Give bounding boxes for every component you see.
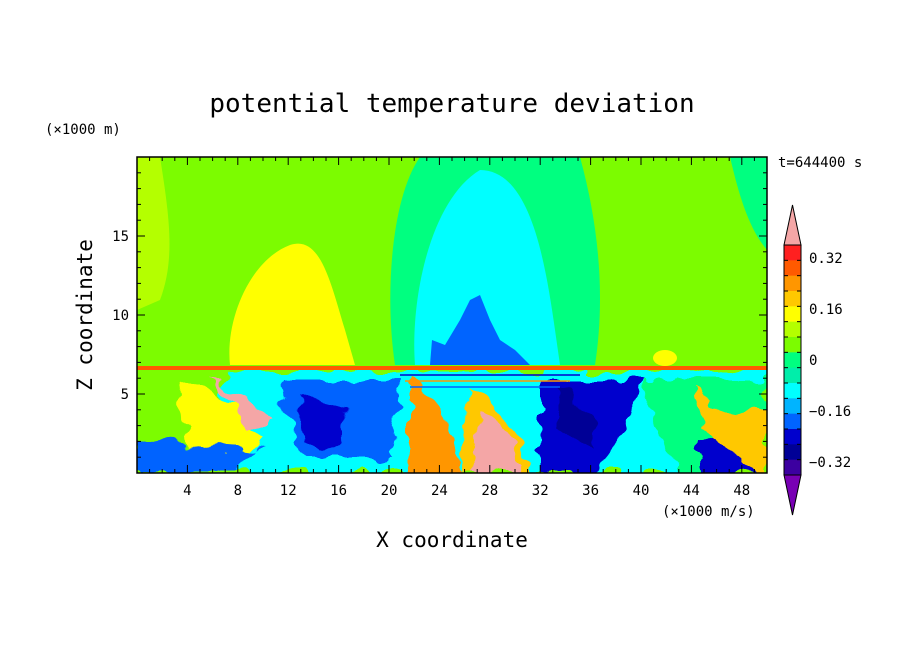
colorbar-swatch <box>784 413 801 430</box>
inversion-streaks <box>400 374 580 388</box>
warm-spot-right <box>653 350 677 366</box>
x-tick-label: 28 <box>481 483 498 499</box>
x-tick-label: 36 <box>582 483 599 499</box>
chart-title: potential temperature deviation <box>209 89 694 119</box>
x-tick-label: 20 <box>381 483 398 499</box>
colorbar-swatch <box>784 337 801 353</box>
colorbar-label: 0 <box>809 353 817 369</box>
colorbar-swatch <box>784 398 801 415</box>
colorbar-label: −0.16 <box>809 404 851 420</box>
y-axis-ticks: 5 10 15 <box>112 172 767 458</box>
lower-turbulent-layer <box>137 370 767 473</box>
time-label: t=644400 s <box>778 155 862 171</box>
x-tick-label: 4 <box>183 483 191 499</box>
colorbar-swatch <box>784 444 801 461</box>
x-unit-label: (×1000 m/s) <box>662 504 755 520</box>
warm-plume-left <box>229 243 355 365</box>
y-unit-label: (×1000 m) <box>45 122 121 138</box>
x-tick-label: 24 <box>431 483 448 499</box>
colorbar-swatch <box>784 367 801 384</box>
x-tick-label: 8 <box>234 483 242 499</box>
green-band-right <box>730 157 767 250</box>
x-tick-label: 48 <box>733 483 750 499</box>
colorbar-swatch <box>784 306 801 323</box>
colorbar-swatch <box>784 459 801 476</box>
colorbar-swatch <box>784 383 801 399</box>
y-tick-label: 10 <box>112 308 129 324</box>
x-axis-ticks: 4 8 12 16 20 24 28 32 36 40 44 48 <box>149 157 755 499</box>
colorbar: 0.32 0.16 0 −0.16 −0.32 <box>783 204 851 516</box>
y-tick-label: 5 <box>121 387 129 403</box>
colorbar-swatch <box>784 352 801 369</box>
y-axis-label: Z coordinate <box>73 239 97 391</box>
x-tick-label: 44 <box>683 483 700 499</box>
y-tick-label: 15 <box>112 229 129 245</box>
colorbar-top-extension <box>783 204 802 246</box>
green-band-upper-left <box>137 157 170 310</box>
cold-plume-center <box>414 170 560 365</box>
colorbar-label: −0.32 <box>809 455 851 471</box>
x-tick-label: 12 <box>280 483 297 499</box>
x-tick-label: 40 <box>633 483 650 499</box>
colorbar-swatch <box>784 291 801 307</box>
colorbar-label: 0.32 <box>809 251 843 267</box>
colorbar-label: 0.16 <box>809 302 843 318</box>
colorbar-bottom-extension <box>783 474 802 516</box>
colorbar-swatch <box>784 260 801 277</box>
colorbar-swatch <box>784 275 801 292</box>
x-tick-label: 16 <box>330 483 347 499</box>
colorbar-swatch <box>784 245 801 261</box>
colorbar-swatch <box>784 429 801 445</box>
contour-field <box>137 157 767 473</box>
x-axis-label: X coordinate <box>376 528 528 552</box>
x-tick-label: 32 <box>532 483 549 499</box>
colorbar-frame <box>783 244 802 476</box>
colorbar-swatch <box>784 321 801 338</box>
inversion-layer <box>137 366 767 370</box>
cold-core-center <box>430 295 530 365</box>
